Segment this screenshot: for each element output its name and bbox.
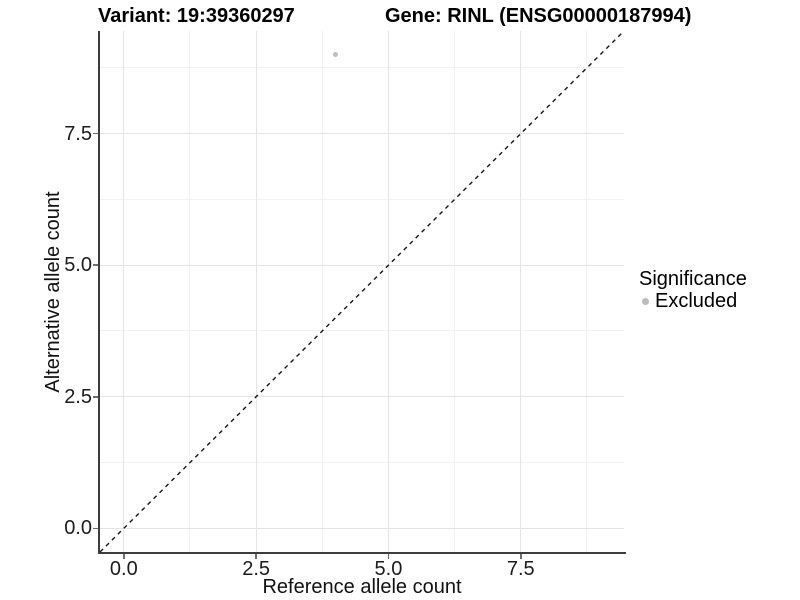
legend-title: Significance (639, 268, 747, 290)
y-tick-label: 2.5 (64, 385, 92, 408)
minor-gridline-horizontal (100, 330, 624, 332)
identity-dashed-line (100, 31, 624, 552)
y-tick-mark (93, 132, 98, 135)
y-axis-title: Alternative allele count (42, 191, 64, 393)
major-gridline-vertical (387, 31, 389, 552)
y-tick-mark (93, 264, 98, 266)
major-gridline-vertical (520, 31, 522, 552)
minor-gridline-horizontal (100, 462, 624, 464)
y-tick-label: 5.0 (64, 254, 92, 277)
y-tick-mark (93, 396, 98, 398)
x-tick-mark (123, 554, 125, 559)
y-tick-mark (93, 527, 98, 530)
x-tick-label: 0.0 (109, 558, 138, 580)
x-tick-label: 7.5 (506, 558, 535, 580)
minor-gridline-vertical (189, 31, 191, 552)
variant-title: Variant: 19:39360297 (98, 5, 295, 27)
x-tick-mark (520, 554, 522, 559)
legend-item-excluded: Excluded (639, 291, 747, 312)
x-axis-title: Reference allele count (262, 576, 462, 598)
minor-gridline-horizontal (100, 67, 624, 69)
legend-point-icon (642, 298, 649, 305)
gene-title: Gene: RINL (ENSG00000187994) (385, 5, 692, 27)
y-tick-label: 7.5 (64, 122, 92, 145)
grid-layer (100, 31, 624, 552)
major-gridline-horizontal (100, 396, 624, 398)
x-tick-label: 5.0 (374, 558, 403, 580)
point-layer (100, 31, 624, 552)
legend-item-label: Excluded (655, 290, 738, 312)
data-point (332, 52, 339, 58)
y-tick-label: 0.0 (64, 517, 92, 540)
x-tick-label: 2.5 (242, 558, 271, 580)
legend: Significance Excluded (639, 269, 747, 312)
minor-gridline-vertical (321, 31, 323, 552)
x-tick-mark (255, 554, 257, 559)
major-gridline-horizontal (100, 133, 624, 135)
minor-gridline-horizontal (100, 198, 624, 200)
x-axis-line (98, 552, 626, 554)
minor-gridline-vertical (454, 31, 456, 552)
x-tick-mark (387, 554, 390, 559)
major-gridline-vertical (255, 31, 257, 552)
plot-panel (100, 31, 624, 552)
y-axis-line (98, 31, 100, 554)
major-gridline-horizontal (100, 264, 624, 266)
major-gridline-vertical (123, 31, 125, 552)
major-gridline-horizontal (100, 527, 624, 529)
minor-gridline-vertical (586, 31, 588, 552)
